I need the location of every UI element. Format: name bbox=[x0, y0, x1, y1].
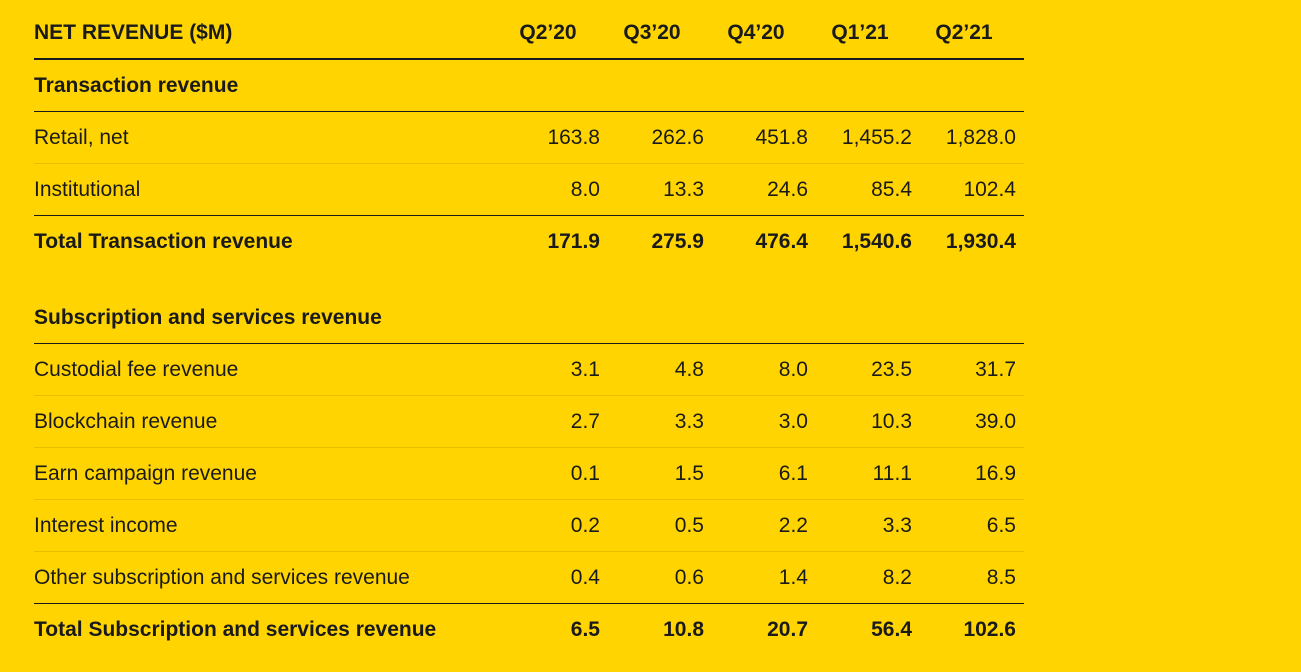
table-row: Retail, net 163.8 262.6 451.8 1,455.2 1,… bbox=[34, 112, 1024, 164]
cell-value: 8.2 bbox=[882, 565, 912, 589]
total-label: Total Transaction revenue bbox=[34, 230, 293, 253]
section-heading-subscription: Subscription and services revenue bbox=[34, 292, 1024, 344]
total-value: 102.6 bbox=[963, 618, 1016, 641]
table-header-row: NET REVENUE ($M) Q2’20 Q3’20 Q4’20 Q1’21… bbox=[34, 8, 1024, 60]
cell-value: 3.3 bbox=[674, 409, 704, 433]
cell-value: 3.3 bbox=[882, 513, 912, 537]
section-heading: Subscription and services revenue bbox=[34, 305, 382, 329]
table-row: Custodial fee revenue 3.1 4.8 8.0 23.5 3… bbox=[34, 344, 1024, 396]
table-row: Other subscription and services revenue … bbox=[34, 552, 1024, 604]
total-value: 476.4 bbox=[755, 230, 808, 253]
period-header: Q3’20 bbox=[623, 21, 681, 44]
cell-value: 3.0 bbox=[778, 409, 808, 433]
cell-value: 0.4 bbox=[570, 565, 600, 589]
period-header: Q1’21 bbox=[831, 21, 889, 44]
cell-value: 8.0 bbox=[570, 177, 600, 201]
total-value: 171.9 bbox=[547, 230, 600, 253]
row-label: Earn campaign revenue bbox=[34, 461, 257, 485]
row-label: Custodial fee revenue bbox=[34, 357, 239, 381]
cell-value: 2.7 bbox=[570, 409, 600, 433]
cell-value: 31.7 bbox=[975, 357, 1016, 381]
table-row: Interest income 0.2 0.5 2.2 3.3 6.5 bbox=[34, 500, 1024, 552]
cell-value: 0.2 bbox=[570, 513, 600, 537]
cell-value: 10.3 bbox=[871, 409, 912, 433]
total-value: 275.9 bbox=[651, 230, 704, 253]
cell-value: 1.4 bbox=[778, 565, 808, 589]
cell-value: 451.8 bbox=[755, 125, 808, 149]
total-row-transaction: Total Transaction revenue 171.9 275.9 47… bbox=[34, 216, 1024, 268]
period-header: Q2’20 bbox=[519, 21, 577, 44]
row-label: Institutional bbox=[34, 177, 141, 201]
table-title: NET REVENUE ($M) bbox=[34, 21, 233, 44]
cell-value: 24.6 bbox=[767, 177, 808, 201]
cell-value: 6.5 bbox=[986, 513, 1016, 537]
cell-value: 8.0 bbox=[778, 357, 808, 381]
cell-value: 0.1 bbox=[570, 461, 600, 485]
period-header: Q4’20 bbox=[727, 21, 785, 44]
net-revenue-table: NET REVENUE ($M) Q2’20 Q3’20 Q4’20 Q1’21… bbox=[34, 8, 1024, 656]
cell-value: 11.1 bbox=[872, 461, 912, 485]
total-value: 20.7 bbox=[767, 618, 808, 641]
cell-value: 4.8 bbox=[674, 357, 704, 381]
total-row-subscription: Total Subscription and services revenue … bbox=[34, 604, 1024, 656]
total-value: 1,930.4 bbox=[945, 230, 1016, 253]
cell-value: 2.2 bbox=[778, 513, 808, 537]
row-label: Blockchain revenue bbox=[34, 409, 218, 433]
row-label: Interest income bbox=[34, 513, 178, 537]
row-label: Other subscription and services revenue bbox=[34, 565, 410, 589]
total-value: 1,540.6 bbox=[841, 230, 912, 253]
cell-value: 1,828.0 bbox=[945, 125, 1016, 149]
cell-value: 39.0 bbox=[975, 409, 1016, 433]
cell-value: 0.6 bbox=[674, 565, 704, 589]
total-value: 56.4 bbox=[871, 618, 912, 641]
total-value: 10.8 bbox=[663, 618, 704, 641]
table-row: Earn campaign revenue 0.1 1.5 6.1 11.1 1… bbox=[34, 448, 1024, 500]
cell-value: 3.1 bbox=[570, 357, 600, 381]
cell-value: 85.4 bbox=[871, 177, 912, 201]
cell-value: 163.8 bbox=[547, 125, 600, 149]
cell-value: 262.6 bbox=[651, 125, 704, 149]
table-row: Blockchain revenue 2.7 3.3 3.0 10.3 39.0 bbox=[34, 396, 1024, 448]
period-header: Q2’21 bbox=[935, 21, 993, 44]
section-heading: Transaction revenue bbox=[34, 73, 239, 97]
cell-value: 16.9 bbox=[975, 461, 1016, 485]
cell-value: 102.4 bbox=[963, 177, 1016, 201]
total-label: Total Subscription and services revenue bbox=[34, 618, 437, 641]
total-value: 6.5 bbox=[570, 618, 600, 641]
table-row: Institutional 8.0 13.3 24.6 85.4 102.4 bbox=[34, 164, 1024, 216]
row-label: Retail, net bbox=[34, 125, 129, 149]
cell-value: 8.5 bbox=[986, 565, 1016, 589]
cell-value: 1.5 bbox=[674, 461, 704, 485]
section-heading-transaction: Transaction revenue bbox=[34, 60, 1024, 112]
cell-value: 13.3 bbox=[663, 177, 704, 201]
cell-value: 1,455.2 bbox=[841, 125, 912, 149]
cell-value: 0.5 bbox=[674, 513, 704, 537]
section-spacer bbox=[34, 268, 1024, 292]
cell-value: 6.1 bbox=[778, 461, 808, 485]
cell-value: 23.5 bbox=[871, 357, 912, 381]
